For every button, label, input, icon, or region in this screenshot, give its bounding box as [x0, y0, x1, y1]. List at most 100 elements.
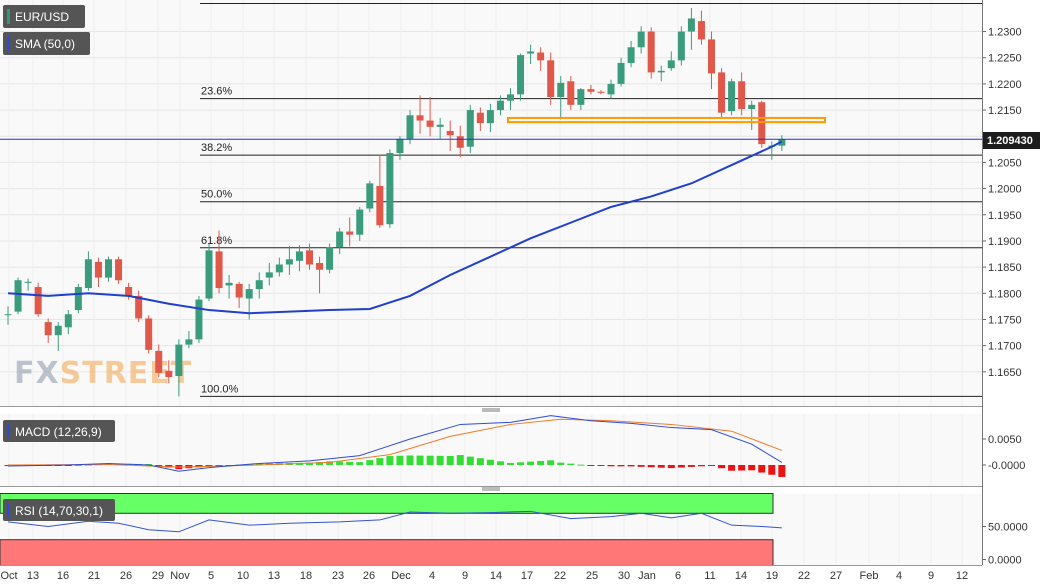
sma-label: SMA (50,0) — [15, 37, 75, 51]
macd-histogram-bar — [617, 465, 625, 467]
time-tick-label: 11 — [704, 570, 715, 582]
macd-panel — [0, 414, 982, 486]
candle-body — [165, 370, 173, 378]
candle-body — [285, 259, 293, 265]
fib-level-label: 38.2% — [201, 142, 232, 154]
candle-body — [84, 259, 92, 289]
price-tick-label: 1.1750 — [988, 314, 1022, 326]
price-tick-label: 1.2000 — [988, 184, 1022, 196]
candle-body — [396, 138, 404, 154]
price-tick-label: 1.1950 — [988, 210, 1022, 222]
time-tick-label: Oct — [0, 570, 17, 582]
candle-body — [175, 344, 183, 377]
macd-histogram-bar — [597, 465, 605, 466]
candle-body — [567, 81, 575, 105]
time-tick-label: 5 — [208, 570, 214, 582]
macd-histogram-bar — [436, 455, 444, 465]
time-tick-label: 13 — [268, 570, 280, 582]
candle-body — [145, 318, 153, 350]
time-tick-label: 16 — [57, 570, 69, 582]
candlestick-series — [4, 8, 786, 397]
candle-body — [316, 262, 324, 270]
time-tick-label: Jan — [638, 570, 656, 582]
macd-badge[interactable]: MACD (12,26,9) — [3, 420, 115, 442]
time-tick-label: 26 — [363, 570, 375, 582]
candle-body — [306, 250, 313, 265]
macd-histogram-bar — [557, 462, 565, 465]
time-tick-label: 4 — [896, 570, 902, 582]
macd-histogram-bar — [215, 465, 223, 466]
macd-histogram-bar — [567, 463, 575, 465]
macd-line — [7, 415, 783, 472]
time-tick-label: 25 — [586, 570, 598, 582]
time-tick-label: 21 — [88, 570, 100, 582]
macd-histogram-bar — [416, 455, 424, 465]
macd-histogram-bar — [697, 465, 705, 467]
macd-histogram-bar — [326, 461, 334, 465]
sma-badge[interactable]: SMA (50,0) — [3, 32, 90, 55]
candle-body — [496, 100, 504, 111]
candle-body — [155, 350, 163, 373]
price-tick-label: 1.2250 — [988, 53, 1022, 65]
candle-body — [718, 72, 726, 113]
candle-body — [527, 51, 535, 54]
candle-body — [627, 47, 635, 63]
time-tick-label: 27 — [830, 570, 842, 582]
macd-histogram-bar — [627, 465, 635, 467]
macd-histogram-bar — [466, 456, 474, 465]
macd-histogram-bar — [687, 465, 695, 467]
macd-histogram-bar — [386, 456, 394, 465]
time-tick-label: Feb — [860, 570, 879, 582]
candle-body — [275, 264, 283, 273]
macd-histogram-bar — [758, 465, 766, 473]
candle-body — [637, 31, 645, 48]
candle-body — [476, 112, 484, 124]
macd-resize-handle[interactable] — [482, 408, 500, 412]
candle-body — [537, 52, 545, 61]
rsi-resize-handle[interactable] — [482, 487, 500, 491]
macd-histogram-bar — [476, 458, 484, 465]
macd-histogram-bar — [547, 460, 555, 465]
time-tick-label: 19 — [766, 570, 778, 582]
macd-histogram-bar — [778, 465, 786, 477]
macd-histogram-bar — [718, 465, 726, 469]
candle-body — [225, 282, 233, 286]
watermark-street: STREET — [60, 356, 193, 391]
macd-histogram-bar — [376, 458, 384, 465]
candle-body — [597, 91, 605, 93]
price-panel — [0, 0, 982, 406]
candle-body — [44, 322, 52, 336]
candle-body — [456, 136, 464, 148]
time-tick-label: 22 — [554, 570, 566, 582]
candle-body — [125, 287, 133, 296]
candle-body — [547, 60, 555, 97]
resistance-zone — [507, 116, 826, 124]
time-tick-label: 14 — [490, 570, 502, 582]
time-tick-label: Nov — [170, 570, 190, 582]
candle-body — [366, 183, 374, 209]
macd-histogram-bar — [205, 465, 213, 467]
fib-level-label: 50.0% — [201, 189, 232, 201]
last-price-badge: 1.209430 — [983, 132, 1040, 149]
time-tick-label: 9 — [462, 570, 468, 582]
macd-histogram-bar — [486, 459, 494, 465]
candle-body — [708, 39, 715, 74]
macd-histogram-bar — [74, 464, 82, 466]
fib-level-label: 100.0% — [201, 383, 239, 395]
macd-histogram-bar — [527, 461, 535, 465]
macd-histogram-bar — [517, 462, 525, 465]
price-tick-label: 1.1900 — [988, 236, 1022, 248]
candle-body — [587, 89, 595, 92]
candle-body — [466, 110, 474, 147]
macd-histogram-bar — [366, 460, 374, 465]
candle-body — [336, 231, 344, 248]
macd-histogram-bar — [4, 465, 12, 467]
candle-body — [205, 250, 213, 299]
symbol-badge[interactable]: EUR/USD — [3, 5, 85, 28]
candle-body — [677, 31, 685, 61]
candle-body — [416, 115, 424, 121]
rsi-badge[interactable]: RSI (14,70,30,1) — [3, 499, 115, 521]
candle-body — [758, 102, 766, 145]
watermark-fx: FX — [14, 356, 60, 391]
